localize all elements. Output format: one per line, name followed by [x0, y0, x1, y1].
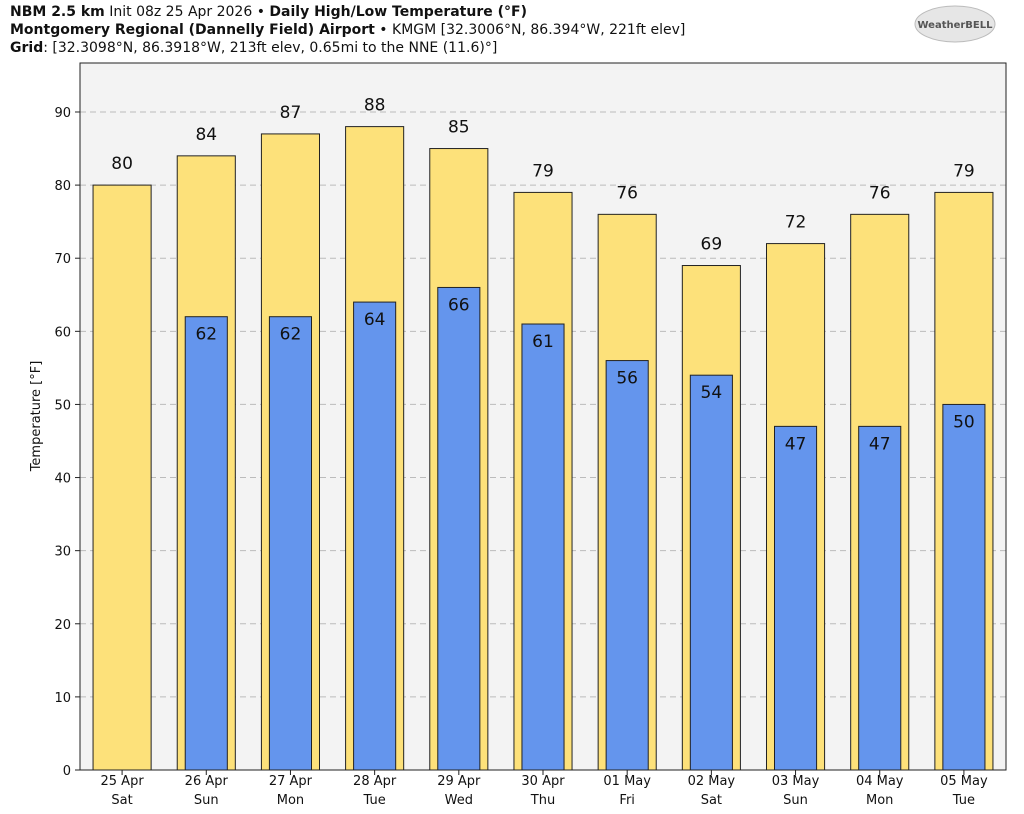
x-tick-sublabel: Fri	[619, 793, 635, 808]
value-label: 72	[785, 213, 807, 233]
x-tick-label: 04 May	[856, 774, 904, 789]
x-tick-sublabel: Mon	[866, 793, 893, 808]
y-tick-label: 70	[54, 252, 71, 267]
bar	[521, 323, 565, 771]
x-tick-label: 03 May	[772, 774, 820, 789]
value-label: 61	[532, 332, 554, 352]
grid-info-line: Grid: [32.3098°N, 86.3918°W, 213ft elev,…	[10, 40, 497, 56]
value-label: 47	[869, 434, 891, 454]
value-label: 79	[532, 161, 554, 181]
title-part: NBM 2.5 km	[10, 4, 105, 20]
y-axis-label: Temperature [°F]	[29, 361, 44, 473]
grid-info-part: : [32.3098°N, 86.3918°W, 213ft elev, 0.6…	[43, 40, 497, 56]
bar	[858, 425, 902, 771]
x-tick-sublabel: Wed	[445, 793, 473, 808]
value-label: 56	[616, 369, 638, 389]
value-label: 64	[364, 310, 386, 330]
value-label: 47	[785, 434, 807, 454]
plot-frame	[79, 62, 1007, 771]
bar	[184, 316, 228, 771]
x-tick-label: 25 Apr	[101, 774, 145, 789]
value-label: 88	[364, 96, 386, 116]
x-tick-label: 26 Apr	[185, 774, 229, 789]
y-tick-label: 80	[54, 179, 71, 194]
x-tick-label: 28 Apr	[353, 774, 397, 789]
x-tick-label: 05 May	[940, 774, 988, 789]
bar	[774, 425, 818, 771]
value-label: 87	[280, 103, 302, 123]
bar	[268, 316, 312, 771]
bar	[689, 374, 733, 771]
x-tick-sublabel: Thu	[530, 793, 555, 808]
x-tick-sublabel: Mon	[277, 793, 304, 808]
title-part: Daily High/Low Temperature (°F)	[269, 4, 527, 20]
value-label: 66	[448, 295, 470, 315]
value-label: 69	[701, 235, 723, 255]
x-tick-label: 02 May	[688, 774, 736, 789]
bar	[605, 360, 649, 771]
x-tick-sublabel: Sun	[194, 793, 219, 808]
y-tick-label: 40	[54, 472, 71, 487]
value-label: 62	[195, 325, 217, 345]
bar	[437, 286, 481, 771]
value-label: 80	[111, 154, 133, 174]
x-tick-label: 30 Apr	[521, 774, 565, 789]
x-tick-sublabel: Tue	[363, 793, 386, 808]
subtitle-part: • KMGM [32.3006°N, 86.394°W, 221ft elev]	[375, 22, 685, 38]
y-tick-label: 10	[54, 691, 71, 706]
value-label: 54	[701, 383, 723, 403]
y-tick-label: 30	[54, 545, 71, 560]
title-part: Init 08z 25 Apr 2026 •	[105, 4, 270, 20]
value-label: 76	[869, 183, 891, 203]
value-label: 84	[195, 125, 217, 145]
x-tick-sublabel: Tue	[952, 793, 975, 808]
y-tick-label: 60	[54, 325, 71, 340]
subtitle-line: Montgomery Regional (Dannelly Field) Air…	[10, 22, 685, 38]
value-label: 50	[953, 412, 975, 432]
value-label: 79	[953, 161, 975, 181]
x-tick-sublabel: Sat	[701, 793, 722, 808]
y-tick-label: 0	[63, 764, 71, 779]
x-tick-label: 27 Apr	[269, 774, 313, 789]
value-label: 62	[280, 325, 302, 345]
bar	[92, 184, 152, 771]
logo: WeatherBELL	[917, 20, 993, 31]
bar	[942, 403, 986, 771]
value-label: 76	[616, 183, 638, 203]
value-label: 85	[448, 118, 470, 138]
x-tick-sublabel: Sat	[111, 793, 132, 808]
y-tick-label: 90	[54, 106, 71, 121]
bar	[353, 301, 397, 771]
x-tick-sublabel: Sun	[783, 793, 808, 808]
subtitle-part: Montgomery Regional (Dannelly Field) Air…	[10, 22, 375, 38]
logo-badge	[914, 5, 996, 43]
x-tick-label: 01 May	[603, 774, 651, 789]
y-tick-label: 50	[54, 398, 71, 413]
y-tick-label: 20	[54, 618, 71, 633]
x-tick-label: 29 Apr	[437, 774, 481, 789]
grid-info-part: Grid	[10, 40, 43, 56]
title-line: NBM 2.5 km Init 08z 25 Apr 2026 • Daily …	[10, 4, 527, 20]
